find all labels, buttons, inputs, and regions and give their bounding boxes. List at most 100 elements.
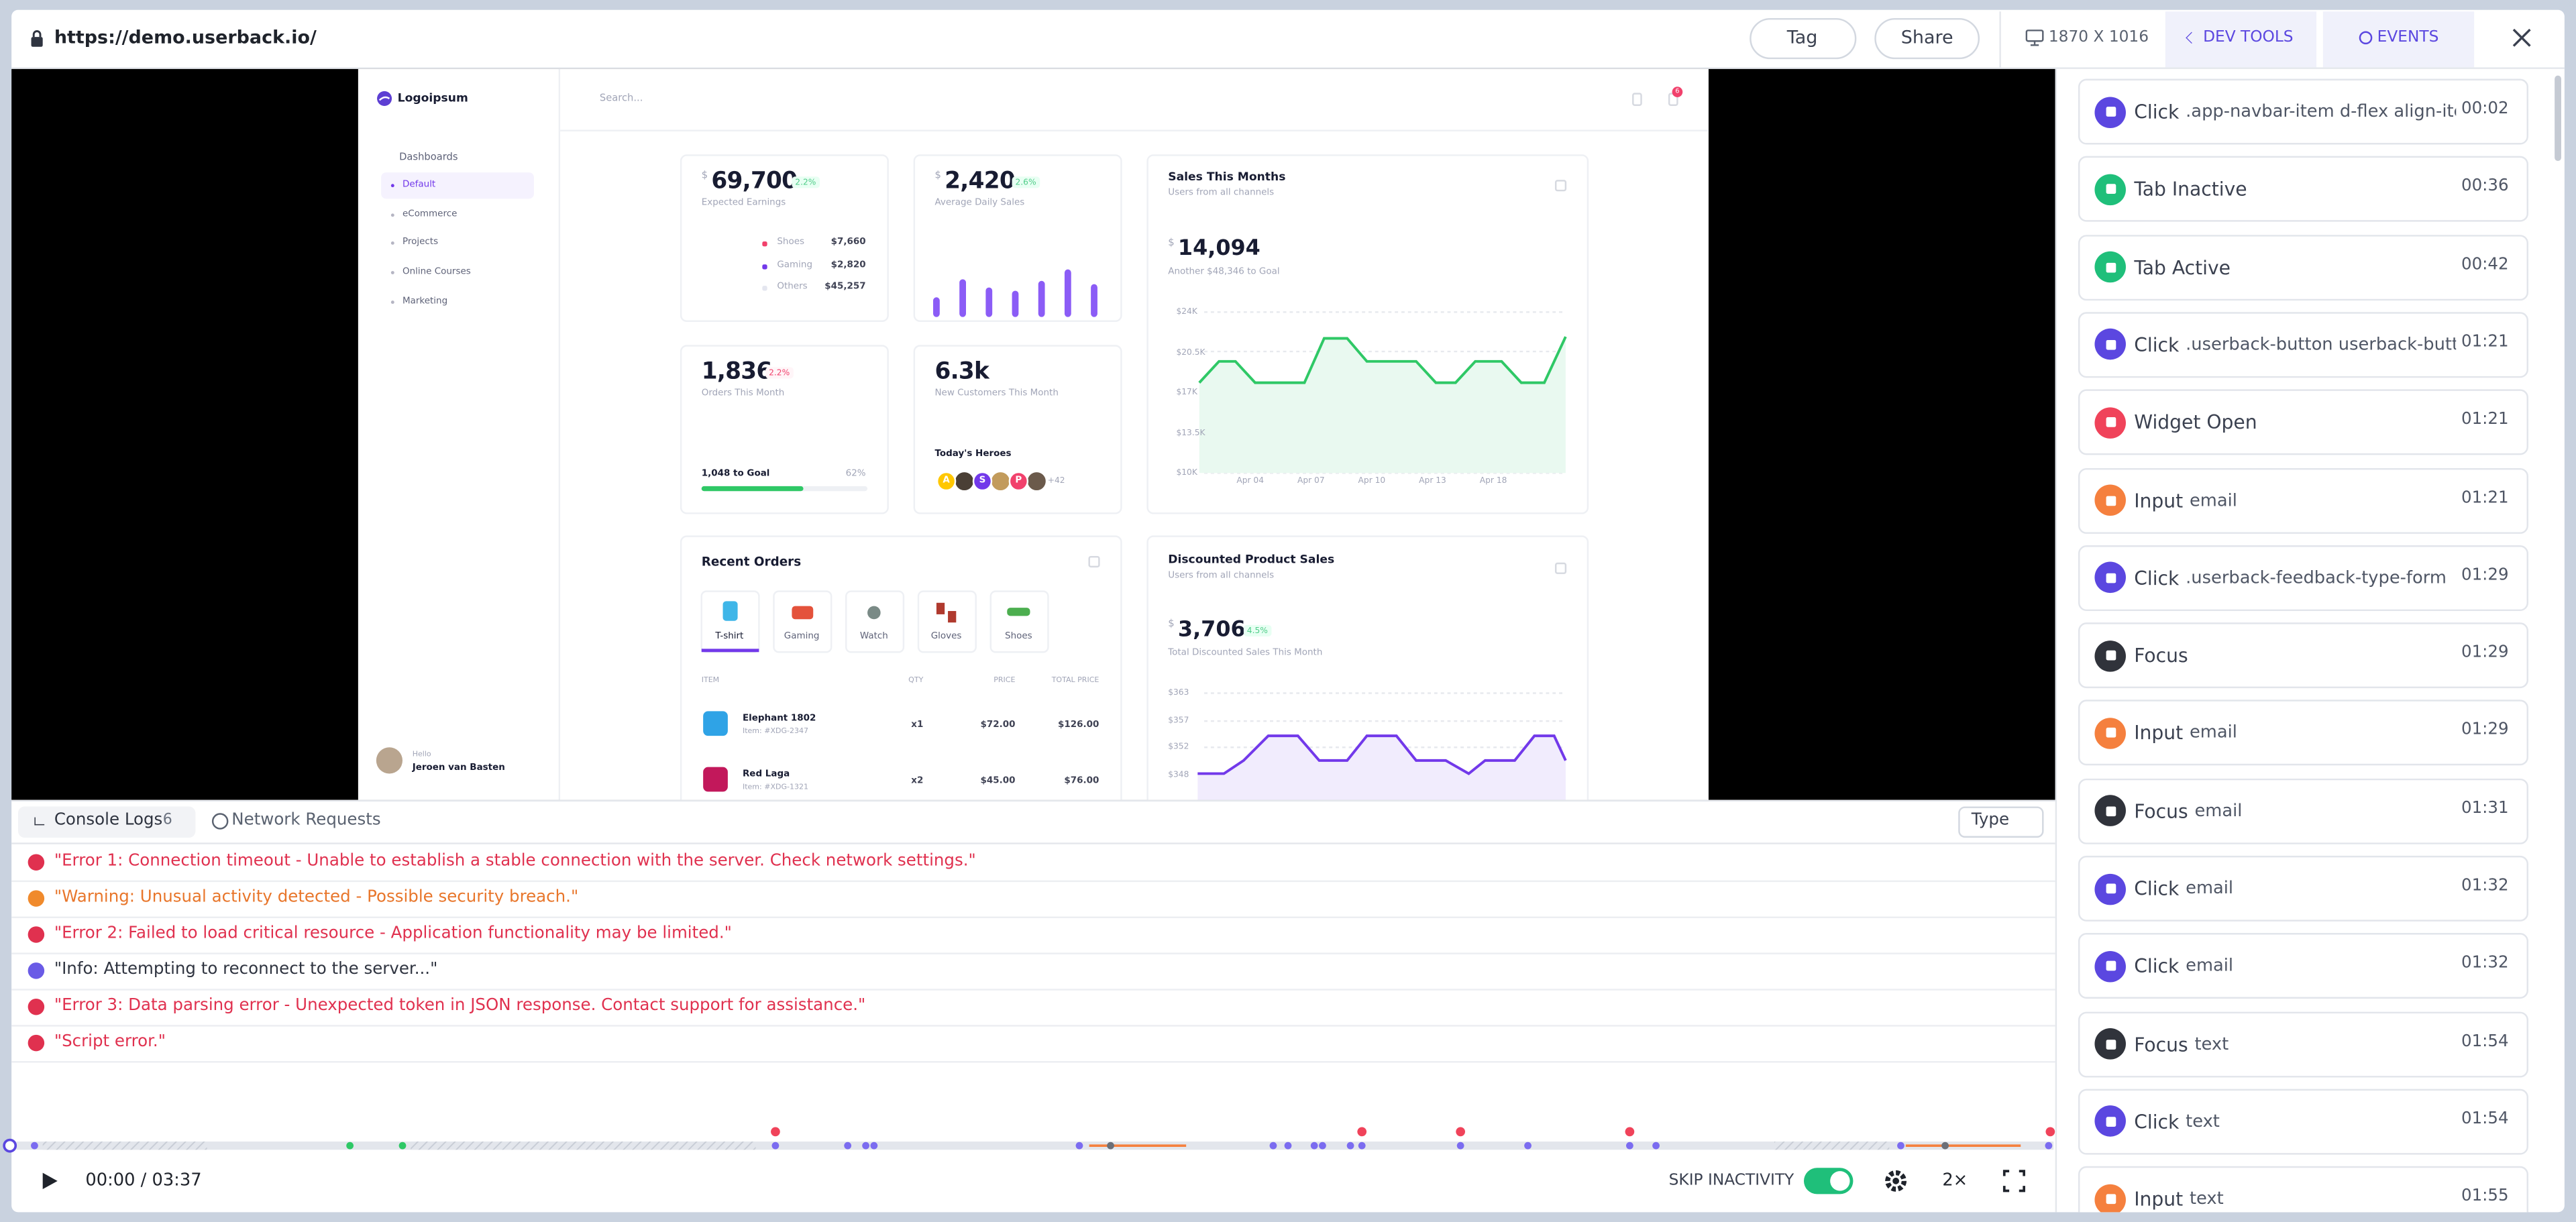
sidebar-border (558, 68, 561, 800)
playback-time: 00:00 / 03:37 (85, 1170, 202, 1190)
event-item[interactable]: Click text 01:54 (2078, 1089, 2528, 1155)
order-tab[interactable]: T-shirt (715, 632, 744, 642)
event-item[interactable]: Tab Inactive 00:36 (2078, 156, 2528, 223)
menu-item[interactable]: eCommerce (402, 209, 458, 220)
order-tab[interactable]: Gloves (930, 632, 962, 642)
event-item[interactable]: Click .userback-button userback-butto... 0… (2078, 312, 2528, 378)
event-detail: text (2194, 1034, 2229, 1054)
menu-item[interactable]: Projects (402, 237, 439, 248)
speed[interactable]: 2× (1942, 1170, 1968, 1190)
console-tab: Console Logs (54, 811, 163, 830)
product-sku: Item: #XDG-1321 (742, 783, 809, 793)
log-message: "Error 1: Connection timeout - Unable to… (54, 852, 976, 871)
product-icons (703, 601, 1030, 792)
event-item[interactable]: Click .userback-feedback-type-form 01:29 (2078, 545, 2528, 611)
y-tick-label: $10K (1176, 467, 1197, 478)
share-button[interactable] (1874, 17, 1980, 60)
share-label: Share (1900, 27, 1953, 49)
event-label: Tab Active (2134, 236, 2231, 298)
event-action: Click (2134, 1110, 2180, 1133)
event-action: Focus (2134, 799, 2188, 823)
order-tab[interactable]: Watch (859, 632, 888, 642)
price: $45.00 (980, 776, 1016, 787)
legend-name: Others (777, 282, 808, 292)
hero-initial: A (943, 476, 950, 486)
event-item[interactable]: Input email 01:21 (2078, 467, 2528, 533)
url: https://demo.userback.io/ (54, 27, 317, 49)
tag-button[interactable] (1750, 17, 1857, 60)
menu-item[interactable]: Default (402, 180, 436, 190)
menu-bullet (390, 271, 394, 274)
currency: $ (701, 170, 708, 182)
event-item[interactable]: Click .app-navbar-item d-flex align-ite..… (2078, 78, 2528, 145)
event-label: Click .app-navbar-item d-flex align-ite..… (2134, 80, 2456, 143)
x-tick-label: Apr 13 (1419, 476, 1446, 486)
event-time: 01:29 (2461, 722, 2509, 740)
user-avatar (376, 747, 403, 774)
order-tab[interactable]: Shoes (1005, 632, 1032, 642)
hero-more: +42 (1047, 476, 1065, 486)
card-subtitle: Users from all channels (1168, 188, 1275, 199)
legend-name: Shoes (777, 237, 805, 248)
stat-change: 2.6% (1012, 176, 1040, 188)
event-time: 01:21 (2461, 488, 2509, 507)
type-filter[interactable] (1958, 806, 2044, 838)
currency: $ (934, 170, 941, 182)
log-icon (28, 890, 45, 907)
event-time: 00:36 (2461, 178, 2509, 197)
dev-tools-tab[interactable] (2165, 11, 2317, 68)
stat-change: 2.2% (792, 176, 820, 188)
event-item[interactable]: Input text 01:55 (2078, 1166, 2528, 1213)
hero-avatar (1008, 471, 1029, 492)
card-title: Recent Orders (701, 554, 802, 569)
log-icon (28, 962, 45, 979)
terminal-icon (34, 817, 45, 826)
dashboard: Logoipsum Search... 6 Dashboards Default eCom… (358, 68, 1709, 800)
log-divider (11, 916, 2055, 918)
event-item[interactable]: Focus 01:29 (2078, 622, 2528, 689)
heroes-title: Today's Heroes (934, 449, 1012, 459)
event-label: Input email (2134, 469, 2237, 531)
event-item[interactable]: Input email 01:29 (2078, 700, 2528, 767)
event-time: 00:42 (2461, 256, 2509, 274)
event-item[interactable]: Focus email 01:31 (2078, 778, 2528, 844)
close-icon[interactable] (2512, 28, 2531, 48)
console-tab[interactable]: Network Requests (231, 811, 381, 830)
event-icon-glyph (2105, 728, 2116, 738)
total-price: $126.00 (1057, 720, 1099, 731)
card-menus (1088, 93, 1678, 574)
event-detail: email (2186, 956, 2234, 977)
event-action: Click (2134, 877, 2180, 901)
quantity: x2 (911, 776, 924, 787)
dev-tools-label: DEV TOOLS (2203, 28, 2294, 47)
event-action: Click (2134, 954, 2180, 978)
stat-label: New Customers This Month (934, 388, 1059, 399)
console-divider (11, 799, 2055, 802)
menu-title: Dashboards (399, 152, 458, 164)
event-item[interactable]: Click email 01:32 (2078, 933, 2528, 999)
product-name: Elephant 1802 (742, 714, 816, 724)
log-icon (28, 854, 45, 871)
order-tab[interactable]: Gaming (784, 632, 820, 642)
scrollbar[interactable] (2555, 75, 2561, 162)
legend-name: Gaming (777, 260, 813, 271)
event-icon-glyph (2105, 184, 2116, 195)
brand-logo (377, 91, 392, 106)
menu-item[interactable]: Marketing (402, 296, 448, 307)
lock-icon (31, 30, 43, 47)
event-item[interactable]: Click email 01:32 (2078, 855, 2528, 922)
event-label: Widget Open (2134, 391, 2257, 453)
event-time: 01:55 (2461, 1188, 2509, 1207)
event-item[interactable]: Tab Active 00:42 (2078, 234, 2528, 300)
events-tab[interactable] (2322, 11, 2475, 68)
event-item[interactable]: Focus text 01:54 (2078, 1011, 2528, 1077)
event-icon-glyph (2105, 1194, 2116, 1205)
console-tab-active[interactable] (17, 806, 196, 838)
menu-item[interactable]: Online Courses (402, 267, 471, 278)
event-time: 01:21 (2461, 333, 2509, 351)
events-label: EVENTS (2377, 28, 2439, 47)
discount-line (1197, 734, 1567, 775)
event-detail: text (2189, 1189, 2224, 1209)
event-item[interactable]: Widget Open 01:21 (2078, 389, 2528, 455)
event-time: 01:29 (2461, 644, 2509, 663)
